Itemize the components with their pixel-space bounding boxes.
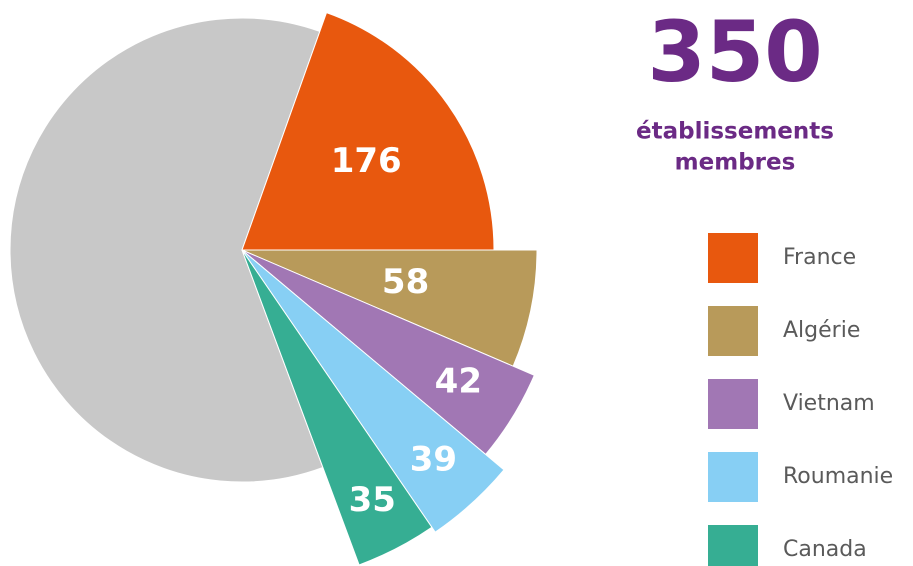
legend-label: Canada [783,537,867,562]
legend-label: Vietnam [783,391,875,416]
pie-slice [241,249,433,566]
data-label: 42 [435,362,482,402]
subtitle: établissements [636,119,834,145]
pie-slice [9,17,324,483]
pie-slice [241,11,495,251]
data-label: 58 [382,262,429,302]
legend-swatch [708,233,758,283]
data-label: 39 [410,440,457,480]
legend-swatch [708,525,758,566]
legend-label: Algérie [783,318,860,343]
legend-swatch [708,306,758,356]
data-label: 35 [349,480,396,520]
legend-swatch [708,379,758,429]
pie-slice [241,249,538,367]
pie-slice [241,249,505,533]
legend-swatch [708,452,758,502]
legend-label: France [783,245,856,270]
chart-title: 350 [647,3,822,101]
data-label: 176 [331,141,402,181]
legend-label: Roumanie [783,464,893,489]
subtitle: membres [675,150,796,176]
